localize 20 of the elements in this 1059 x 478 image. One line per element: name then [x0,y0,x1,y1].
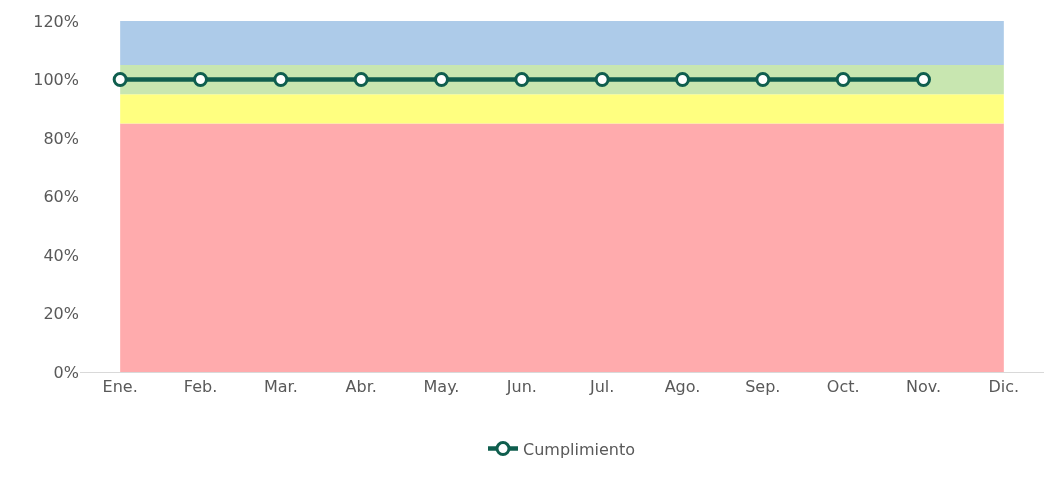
y-tick-label: 80% [43,128,79,148]
x-tick-label: Oct. [826,377,860,397]
x-tick-label: Ene. [102,377,138,397]
x-tick-label: Jun. [505,377,537,397]
y-tick-label: 60% [43,187,79,207]
x-tick-label: Nov. [905,377,942,397]
legend-label: Cumplimiento [523,439,636,459]
x-tick-label: Jul. [588,377,615,397]
x-tick-label: Ago. [664,377,701,397]
x-tick-label: Abr. [345,377,377,397]
y-tick-label: 20% [43,304,79,324]
x-tick-label: Dic. [988,377,1020,397]
x-tick-label: May. [423,377,460,397]
y-tick-label: 0% [53,362,79,382]
x-tick-label: Feb. [183,377,218,397]
x-tick-label: Mar. [263,377,298,397]
y-tick-label: 100% [33,70,79,90]
x-tick-label: Sep. [745,377,781,397]
y-tick-label: 120% [33,11,79,31]
y-tick-label: 40% [43,245,79,265]
